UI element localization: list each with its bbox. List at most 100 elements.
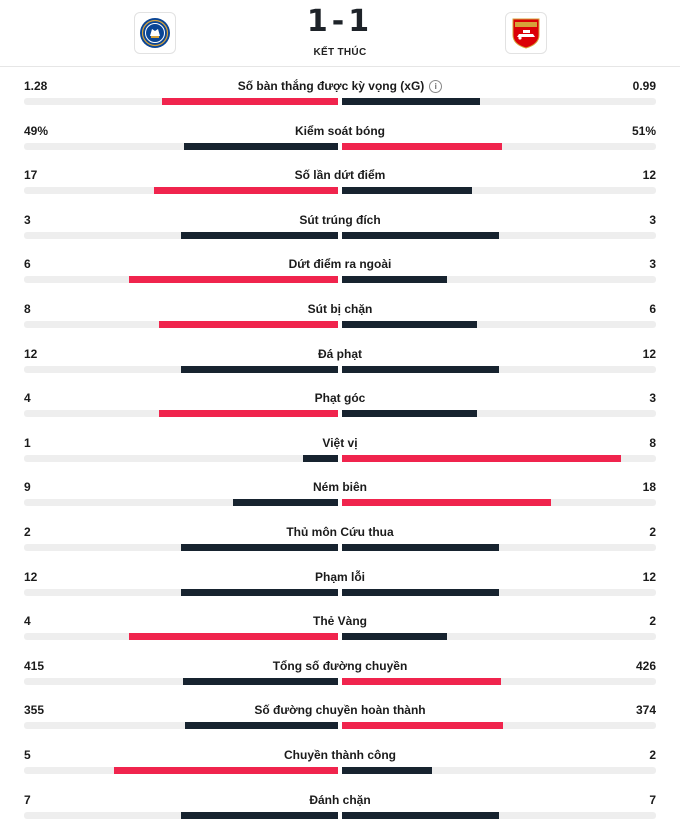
away-stat-track bbox=[342, 633, 656, 640]
home-stat-bar bbox=[154, 187, 338, 194]
match-score: 1-1 bbox=[0, 4, 680, 39]
away-stat-track bbox=[342, 143, 656, 150]
stat-label: Thủ môn Cứu thua bbox=[0, 525, 680, 539]
away-stat-bar bbox=[342, 633, 447, 640]
away-stat-track bbox=[342, 767, 656, 774]
home-stat-track bbox=[24, 98, 338, 105]
away-stat-bar bbox=[342, 499, 551, 506]
away-stat-bar bbox=[342, 589, 499, 596]
home-stat-bar bbox=[162, 98, 338, 105]
stat-label: Thẻ Vàng bbox=[0, 614, 680, 628]
home-stat-bar bbox=[181, 812, 338, 819]
stat-label-text: Phạm lỗi bbox=[315, 570, 365, 584]
away-stat-track bbox=[342, 544, 656, 551]
info-icon[interactable]: i bbox=[429, 80, 442, 93]
away-stat-track bbox=[342, 722, 656, 729]
away-stat-track bbox=[342, 321, 656, 328]
home-stat-bar bbox=[159, 410, 338, 417]
stat-label-text: Phạt góc bbox=[315, 391, 366, 405]
home-stat-bar bbox=[233, 499, 338, 506]
home-stat-track bbox=[24, 187, 338, 194]
away-stat-value: 12 bbox=[643, 347, 656, 361]
away-stat-value: 2 bbox=[649, 614, 656, 628]
home-stat-bar bbox=[181, 366, 338, 373]
stat-label: Chuyền thành công bbox=[0, 748, 680, 762]
stat-label: Đá phạt bbox=[0, 347, 680, 361]
match-status: KẾT THÚC bbox=[0, 47, 680, 58]
stat-label-text: Số bàn thắng được kỳ vọng (xG) bbox=[238, 79, 425, 93]
away-stat-track bbox=[342, 455, 656, 462]
home-stat-track bbox=[24, 589, 338, 596]
away-team-crest[interactable] bbox=[505, 12, 547, 54]
away-stat-value: 3 bbox=[649, 257, 656, 271]
stat-label: Phạm lỗi bbox=[0, 570, 680, 584]
away-stat-value: 6 bbox=[649, 302, 656, 316]
away-stat-bar bbox=[342, 455, 621, 462]
away-stat-value: 3 bbox=[649, 213, 656, 227]
home-stat-bar bbox=[129, 276, 338, 283]
away-stat-bar bbox=[342, 767, 432, 774]
away-stat-value: 18 bbox=[643, 480, 656, 494]
stat-label: Đánh chặn bbox=[0, 793, 680, 807]
stat-label-text: Sút trúng đích bbox=[299, 213, 380, 227]
home-stat-track bbox=[24, 544, 338, 551]
home-stat-track bbox=[24, 812, 338, 819]
stat-label-text: Dứt điểm ra ngoài bbox=[289, 257, 392, 271]
home-stat-bar bbox=[181, 232, 338, 239]
home-stat-track bbox=[24, 722, 338, 729]
away-stat-track bbox=[342, 589, 656, 596]
away-stat-track bbox=[342, 98, 656, 105]
stat-label-text: Đánh chặn bbox=[309, 793, 370, 807]
home-stat-track bbox=[24, 143, 338, 150]
away-stat-value: 8 bbox=[649, 436, 656, 450]
stat-label: Sút bị chặn bbox=[0, 302, 680, 316]
away-stat-value: 3 bbox=[649, 391, 656, 405]
away-stat-bar bbox=[342, 544, 499, 551]
away-stat-value: 2 bbox=[649, 525, 656, 539]
stat-label: Tổng số đường chuyền bbox=[0, 659, 680, 673]
stat-label-text: Số đường chuyền hoàn thành bbox=[254, 703, 425, 717]
away-stat-value: 0.99 bbox=[633, 79, 656, 93]
away-stat-bar bbox=[342, 232, 499, 239]
home-stat-track bbox=[24, 276, 338, 283]
stat-label-text: Đá phạt bbox=[318, 347, 362, 361]
away-stat-value: 2 bbox=[649, 748, 656, 762]
stat-label-text: Tổng số đường chuyền bbox=[273, 659, 408, 673]
home-stat-track bbox=[24, 366, 338, 373]
stat-label: Dứt điểm ra ngoài bbox=[0, 257, 680, 271]
away-stat-bar bbox=[342, 812, 499, 819]
away-stat-bar bbox=[342, 410, 477, 417]
stat-label-text: Thẻ Vàng bbox=[313, 614, 367, 628]
away-stat-track bbox=[342, 232, 656, 239]
away-stat-track bbox=[342, 187, 656, 194]
home-stat-bar bbox=[184, 143, 338, 150]
match-header: 1-1 KẾT THÚC bbox=[0, 0, 680, 67]
stat-label: Số lần dứt điểm bbox=[0, 168, 680, 182]
away-stat-track bbox=[342, 499, 656, 506]
home-stat-bar bbox=[114, 767, 338, 774]
away-stat-track bbox=[342, 366, 656, 373]
stat-label-text: Số lần dứt điểm bbox=[295, 168, 386, 182]
away-stat-track bbox=[342, 678, 656, 685]
arsenal-crest-icon bbox=[511, 17, 541, 49]
away-stat-bar bbox=[342, 187, 472, 194]
away-stat-track bbox=[342, 276, 656, 283]
stat-label: Ném biên bbox=[0, 480, 680, 494]
away-stat-bar bbox=[342, 98, 480, 105]
stat-label: Số đường chuyền hoàn thành bbox=[0, 703, 680, 717]
home-stat-track bbox=[24, 678, 338, 685]
away-stat-bar bbox=[342, 143, 502, 150]
